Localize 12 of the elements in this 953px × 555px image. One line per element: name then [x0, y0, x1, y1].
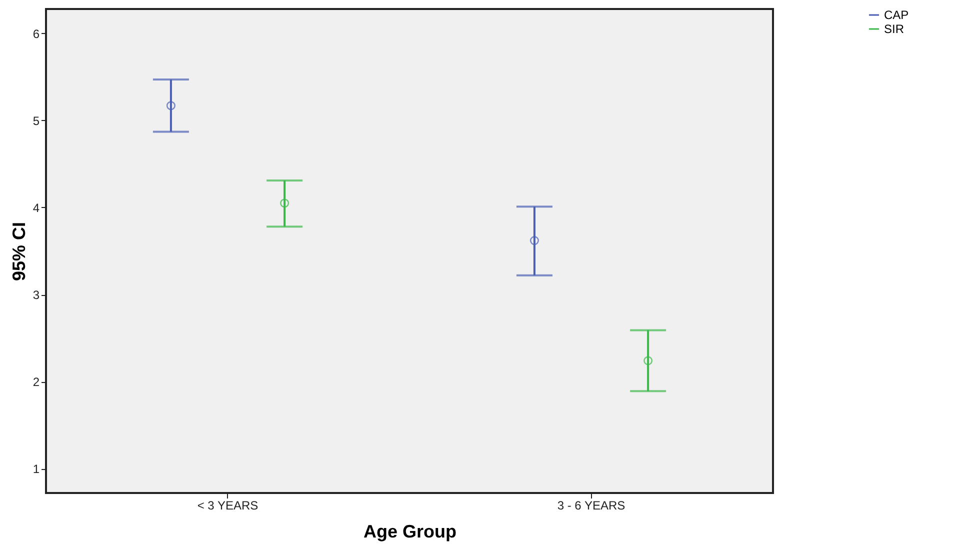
x-tick-label: 3 - 6 YEARS — [557, 498, 626, 512]
y-tick-label: 5 — [32, 114, 40, 128]
y-tick-label: 4 — [32, 200, 40, 215]
y-axis-title: 95% CI — [8, 222, 29, 282]
x-tick-label: < 3 YEARS — [197, 498, 258, 512]
y-tick-label: 2 — [32, 375, 40, 390]
legend-label: SIR — [884, 22, 904, 36]
y-tick-label: 6 — [32, 26, 40, 41]
y-tick-label: 3 — [32, 288, 40, 302]
legend-label: CAP — [884, 8, 909, 22]
x-axis-title: Age Group — [364, 522, 456, 542]
y-tick-label: 1 — [32, 462, 40, 476]
